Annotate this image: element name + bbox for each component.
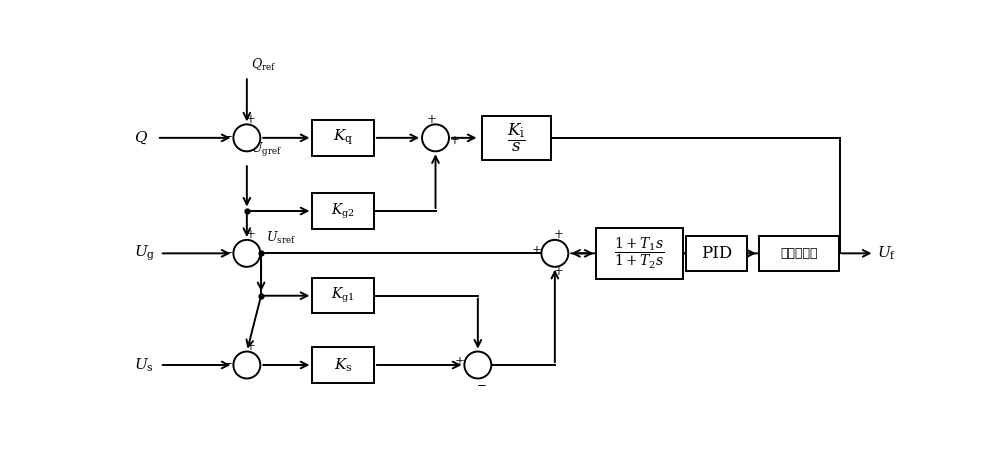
Text: $+$: $+$ <box>531 244 542 257</box>
Text: $+$: $+$ <box>449 134 459 147</box>
Text: $U_{\mathrm{gref}}$: $U_{\mathrm{gref}}$ <box>251 141 283 159</box>
Text: $-$: $-$ <box>222 128 232 141</box>
Circle shape <box>233 352 260 379</box>
Text: $+$: $+$ <box>553 266 564 278</box>
Text: $\dfrac{K_{\mathrm{i}}}{s}$: $\dfrac{K_{\mathrm{i}}}{s}$ <box>507 122 526 154</box>
Circle shape <box>233 124 260 152</box>
Text: $U_{\mathrm{f}}$: $U_{\mathrm{f}}$ <box>877 245 897 262</box>
Text: $K_{\mathrm{q}}$: $K_{\mathrm{q}}$ <box>333 128 353 148</box>
Circle shape <box>541 240 568 267</box>
Text: $+$: $+$ <box>245 228 256 241</box>
Text: $K_{\mathrm{s}}$: $K_{\mathrm{s}}$ <box>334 356 352 374</box>
Circle shape <box>233 240 260 267</box>
Text: $+$: $+$ <box>454 355 465 369</box>
Text: $U_{\mathrm{s}}$: $U_{\mathrm{s}}$ <box>134 356 154 374</box>
Text: $Q$: $Q$ <box>134 130 148 146</box>
FancyBboxPatch shape <box>482 115 551 160</box>
Text: 功率放大器: 功率放大器 <box>780 247 818 260</box>
Text: $K_{\mathrm{g1}}$: $K_{\mathrm{g1}}$ <box>331 286 355 305</box>
Text: $-$: $-$ <box>476 377 487 390</box>
Circle shape <box>422 124 449 152</box>
Text: $\dfrac{1+T_{1}s}{1+T_{2}s}$: $\dfrac{1+T_{1}s}{1+T_{2}s}$ <box>614 236 665 271</box>
FancyBboxPatch shape <box>312 347 374 383</box>
Text: PID: PID <box>701 245 732 262</box>
FancyBboxPatch shape <box>759 236 839 271</box>
Text: $-$: $-$ <box>222 244 232 257</box>
Text: $+$: $+$ <box>245 113 256 126</box>
Circle shape <box>464 352 491 379</box>
Text: $Q_{\mathrm{ref}}$: $Q_{\mathrm{ref}}$ <box>251 57 277 73</box>
FancyBboxPatch shape <box>596 228 683 279</box>
Text: $U_{\mathrm{g}}$: $U_{\mathrm{g}}$ <box>134 244 155 263</box>
FancyBboxPatch shape <box>686 236 747 271</box>
Text: $K_{\mathrm{g2}}$: $K_{\mathrm{g2}}$ <box>331 201 355 221</box>
Text: $+$: $+$ <box>426 113 437 126</box>
Text: $-$: $-$ <box>222 355 232 369</box>
Text: $U_{\mathrm{sref}}$: $U_{\mathrm{sref}}$ <box>266 229 296 246</box>
FancyBboxPatch shape <box>312 193 374 228</box>
Text: $+$: $+$ <box>245 340 256 353</box>
Text: $+$: $+$ <box>553 228 564 241</box>
FancyBboxPatch shape <box>312 120 374 155</box>
FancyBboxPatch shape <box>312 278 374 314</box>
